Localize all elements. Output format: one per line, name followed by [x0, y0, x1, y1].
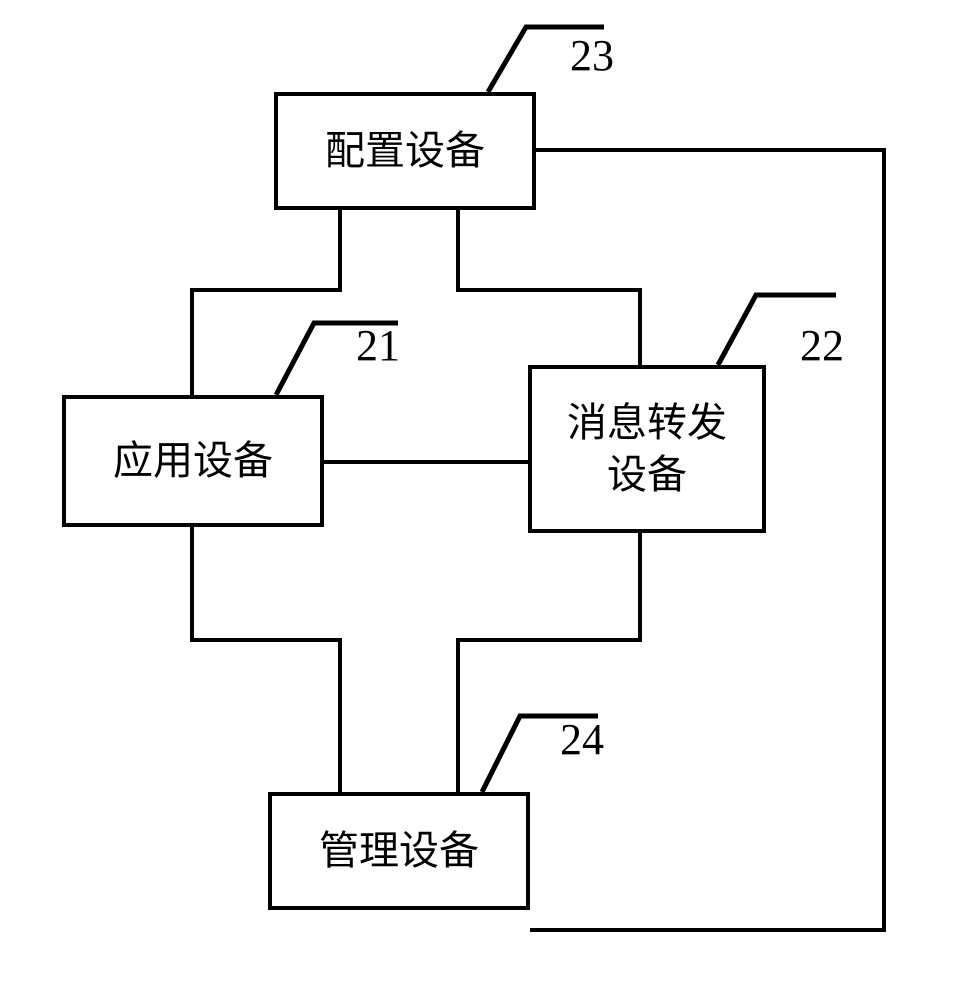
node-config: 配置设备 [274, 92, 536, 210]
node-app: 应用设备 [62, 395, 324, 527]
ref-label-forward: 22 [800, 320, 844, 371]
ref-label-manage: 24 [560, 714, 604, 765]
node-label: 消息转发 设备 [567, 397, 727, 501]
ref-label-app: 21 [356, 320, 400, 371]
node-label: 应用设备 [113, 435, 273, 487]
node-forward: 消息转发 设备 [528, 365, 766, 533]
node-label: 管理设备 [319, 825, 479, 877]
node-manage: 管理设备 [268, 792, 530, 910]
ref-label-config: 23 [570, 30, 614, 81]
node-label: 配置设备 [325, 125, 485, 177]
